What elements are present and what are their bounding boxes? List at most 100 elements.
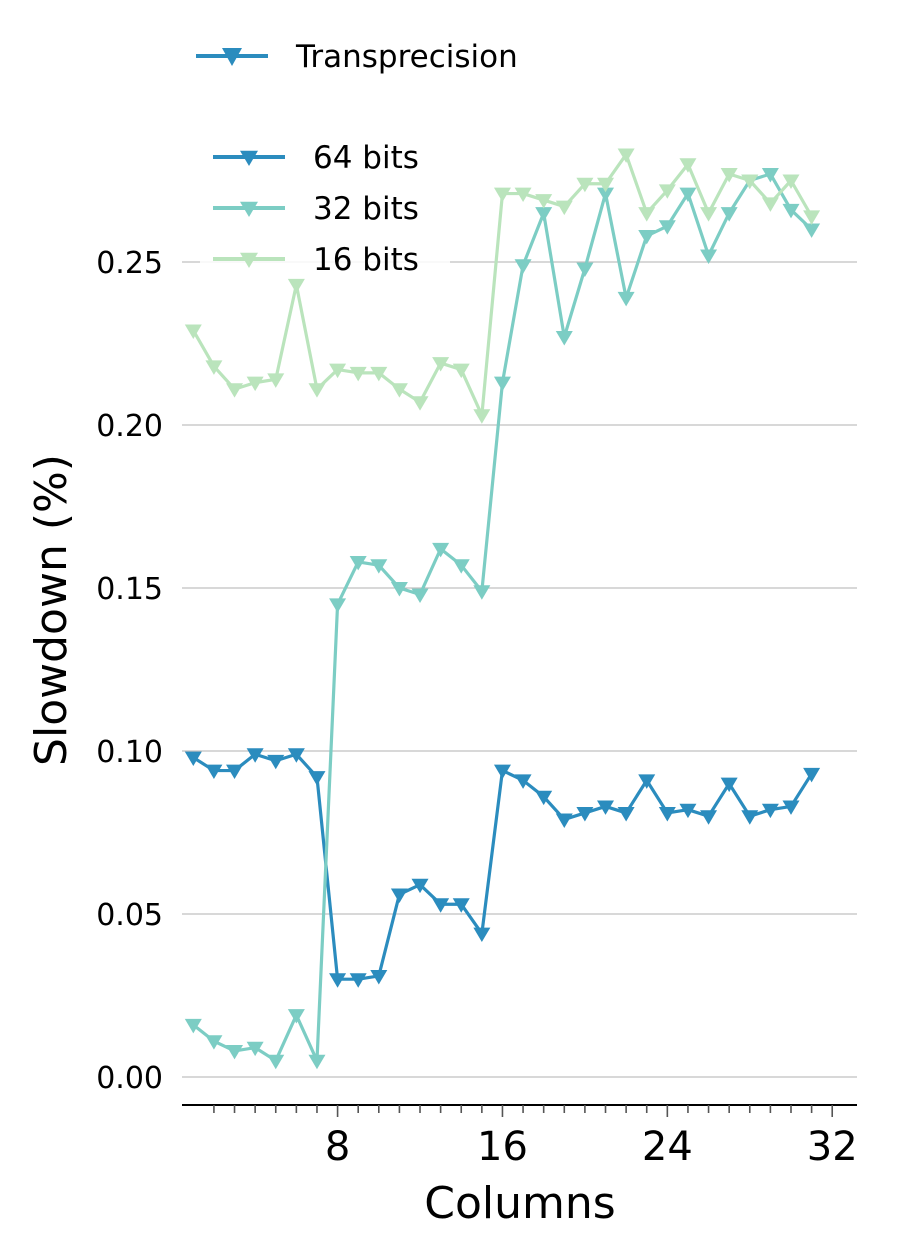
data-point xyxy=(597,800,615,815)
data-point xyxy=(803,223,821,238)
data-point xyxy=(452,559,470,574)
data-point xyxy=(658,806,676,822)
series-line xyxy=(192,172,813,1063)
data-point xyxy=(329,598,347,613)
data-point xyxy=(782,800,800,815)
y-axis-title: Slowdown (%) xyxy=(26,454,77,766)
data-point xyxy=(493,376,511,392)
data-point xyxy=(720,777,738,793)
data-point xyxy=(658,184,676,199)
data-point xyxy=(246,748,264,763)
legend: 64 bits 32 bits 16 bits xyxy=(200,128,450,278)
legend-entry: 64 bits xyxy=(213,140,419,176)
legend-entry: 16 bits xyxy=(213,242,419,278)
data-point xyxy=(184,1018,202,1034)
data-point xyxy=(370,559,388,574)
data-point xyxy=(679,803,697,819)
legend-label: 16 bits xyxy=(313,242,419,278)
data-point xyxy=(473,409,491,424)
y-tick-label: 0.05 xyxy=(96,898,163,933)
data-point xyxy=(205,764,223,780)
legend-label: 32 bits xyxy=(313,191,419,227)
data-point xyxy=(576,262,594,278)
data-point xyxy=(638,229,656,245)
x-tick-label: 8 xyxy=(325,1124,350,1170)
data-point xyxy=(370,969,388,985)
x-tick-label: 24 xyxy=(642,1124,693,1170)
data-point xyxy=(452,898,470,913)
y-tick-label: 0.00 xyxy=(96,1061,163,1096)
data-point xyxy=(617,148,635,163)
x-axis-tick-labels: 8 16 24 32 xyxy=(325,1124,858,1170)
data-point xyxy=(432,357,450,372)
data-point xyxy=(226,764,244,780)
y-tick-label: 0.10 xyxy=(96,735,163,770)
data-point xyxy=(226,1044,244,1060)
legend-group-title: Transprecision xyxy=(196,39,518,75)
data-point xyxy=(329,973,347,988)
data-point xyxy=(535,194,553,209)
x-axis-title: Columns xyxy=(424,1178,615,1229)
data-point xyxy=(267,754,285,770)
data-point xyxy=(452,363,470,379)
data-point xyxy=(576,806,594,822)
data-point xyxy=(184,324,202,339)
data-point xyxy=(308,771,326,786)
data-point xyxy=(514,259,532,274)
legend-marker xyxy=(240,201,258,217)
data-point xyxy=(700,810,718,825)
data-point xyxy=(555,331,573,346)
series-64-bits xyxy=(184,748,821,988)
data-point xyxy=(432,898,450,913)
series-32-bits xyxy=(184,168,821,1070)
x-axis xyxy=(182,1104,857,1117)
data-point xyxy=(720,207,738,222)
data-point xyxy=(308,1054,326,1070)
data-point xyxy=(246,376,264,392)
data-point xyxy=(617,806,635,822)
data-point xyxy=(576,177,594,193)
x-tick-label: 32 xyxy=(807,1124,858,1170)
data-point xyxy=(535,790,553,806)
series-16-bits xyxy=(184,148,821,424)
data-point xyxy=(390,582,408,597)
data-point xyxy=(741,174,759,189)
data-point xyxy=(267,373,285,388)
data-point xyxy=(514,774,532,789)
x-tick-label: 16 xyxy=(477,1124,528,1170)
legend-marker xyxy=(240,252,258,268)
data-point xyxy=(349,555,367,571)
data-point xyxy=(287,1009,305,1024)
data-point xyxy=(390,888,408,903)
data-point xyxy=(700,249,718,264)
data-point xyxy=(761,803,779,819)
data-point xyxy=(370,366,388,382)
y-tick-label: 0.15 xyxy=(96,572,163,607)
data-point xyxy=(329,363,347,379)
data-point xyxy=(390,383,408,398)
data-point xyxy=(514,187,532,203)
data-point xyxy=(473,927,491,943)
data-point xyxy=(803,210,821,225)
data-point xyxy=(638,207,656,222)
data-point xyxy=(411,878,429,894)
data-point xyxy=(761,168,779,183)
data-point xyxy=(411,396,429,411)
data-point xyxy=(555,813,573,828)
data-point xyxy=(205,360,223,375)
data-point xyxy=(493,187,511,203)
legend-group-label: Transprecision xyxy=(295,39,518,75)
legend-label: 64 bits xyxy=(313,140,419,176)
data-point xyxy=(184,751,202,767)
data-point xyxy=(205,1035,223,1050)
data-point xyxy=(782,174,800,189)
data-point xyxy=(535,207,553,222)
data-point xyxy=(267,1054,285,1070)
data-point xyxy=(246,1041,264,1057)
data-point xyxy=(555,200,573,216)
data-point xyxy=(411,588,429,604)
gridlines xyxy=(182,261,857,1078)
legend-entry: 32 bits xyxy=(213,191,419,227)
series-lines xyxy=(184,148,821,1070)
